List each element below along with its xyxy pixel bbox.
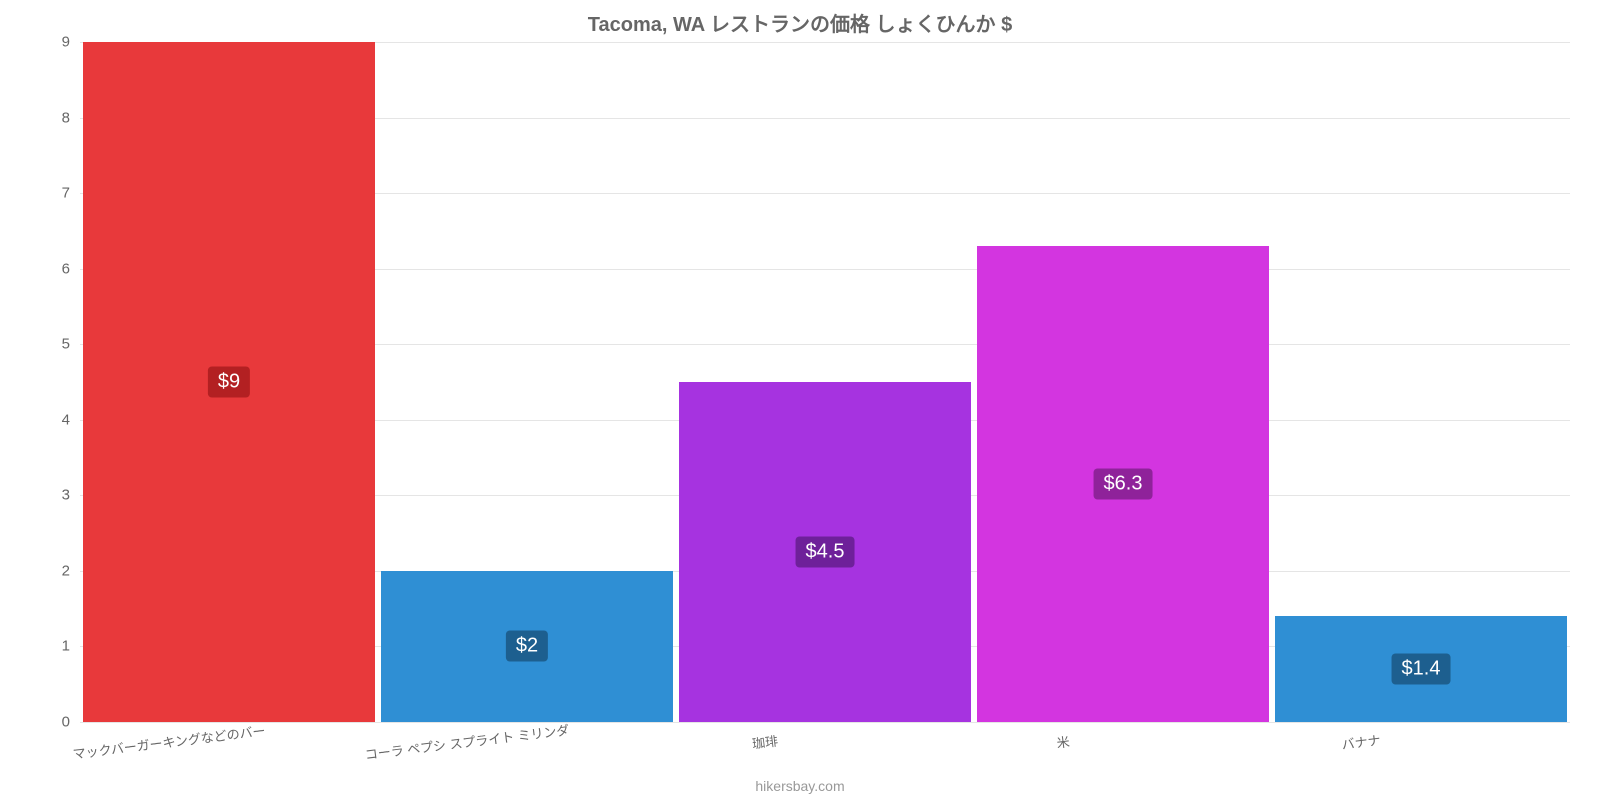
y-tick-label: 9 [20, 34, 80, 51]
x-axis-label: マックバーガーキングなどのバー [72, 720, 267, 762]
y-tick-label: 3 [20, 487, 80, 504]
y-tick-label: 4 [20, 411, 80, 428]
y-tick-label: 7 [20, 185, 80, 202]
bar: $9 [83, 42, 375, 722]
bar: $2 [381, 571, 673, 722]
grid-line [80, 722, 1570, 723]
y-tick-label: 8 [20, 109, 80, 126]
y-tick-label: 5 [20, 336, 80, 353]
chart-title: Tacoma, WA レストランの価格 しょくひんか $ [0, 8, 1600, 37]
plot-area: 0123456789$9マックバーガーキングなどのバー$2コーラ ペプシ スプラ… [80, 42, 1570, 722]
x-axis-label: コーラ ペプシ スプライト ミリンダ [364, 720, 571, 764]
value-badge: $6.3 [1094, 469, 1153, 500]
x-axis-label: 珈琲 [751, 730, 779, 752]
x-axis-label: 米 [1056, 731, 1071, 751]
x-axis-label: バナナ [1341, 730, 1382, 754]
value-badge: $9 [208, 367, 250, 398]
bar: $1.4 [1275, 616, 1567, 722]
y-tick-label: 1 [20, 638, 80, 655]
bar: $6.3 [977, 246, 1269, 722]
y-tick-label: 2 [20, 562, 80, 579]
bar: $4.5 [679, 382, 971, 722]
y-tick-label: 0 [20, 714, 80, 731]
value-badge: $1.4 [1392, 654, 1451, 685]
value-badge: $2 [506, 631, 548, 662]
attribution-text: hikersbay.com [0, 778, 1600, 794]
value-badge: $4.5 [796, 537, 855, 568]
y-tick-label: 6 [20, 260, 80, 277]
